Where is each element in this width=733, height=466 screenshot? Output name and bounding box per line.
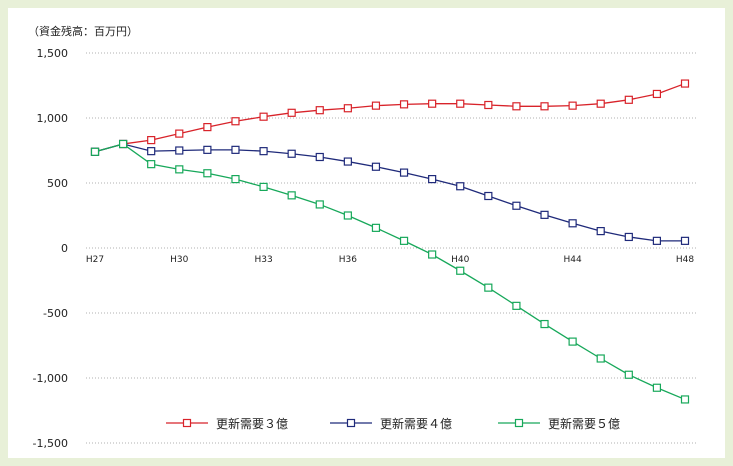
data-point <box>512 102 521 111</box>
data-point <box>315 152 324 162</box>
data-point <box>343 211 352 220</box>
y-tick-label: 500 <box>47 177 68 190</box>
series-line <box>94 143 685 242</box>
data-point <box>596 99 605 108</box>
legend-item: 更新需要４億 <box>330 416 452 431</box>
legend-label: 更新需要３億 <box>216 416 288 431</box>
data-point <box>428 99 437 108</box>
data-point <box>315 200 324 209</box>
data-point <box>259 182 268 191</box>
data-point <box>231 175 240 184</box>
legend-swatch-marker <box>514 418 524 428</box>
unit-label: （資金残高：百万円） <box>28 24 138 38</box>
x-tick-label: H33 <box>254 255 272 265</box>
data-point <box>652 89 662 99</box>
data-point <box>287 191 296 200</box>
data-point <box>343 104 352 113</box>
legend-item: 更新需要３億 <box>166 416 288 431</box>
data-point <box>596 227 605 236</box>
x-tick-label: H36 <box>339 255 357 265</box>
data-point <box>680 79 690 88</box>
data-point <box>428 175 437 184</box>
legend-label: 更新需要４億 <box>380 416 452 431</box>
data-point <box>624 95 633 104</box>
data-point <box>568 101 577 110</box>
data-point <box>680 236 690 245</box>
series-line <box>94 143 686 401</box>
data-point <box>90 147 100 156</box>
data-point <box>568 337 577 346</box>
line-chart: （資金残高：百万円） 1,500 1,000 500 0 -500 -1,000 -1,50… <box>28 24 698 450</box>
data-point <box>484 283 493 292</box>
y-tick-label: 1,000 <box>37 112 69 125</box>
data-point <box>680 395 690 404</box>
data-point <box>175 165 184 174</box>
data-point <box>540 102 549 111</box>
x-tick-label: H48 <box>676 255 694 265</box>
data-point <box>203 122 212 132</box>
data-point <box>287 108 296 117</box>
y-tick-label: -1,500 <box>33 437 68 450</box>
series-3 <box>90 139 690 404</box>
x-tick-label: H40 <box>451 255 469 265</box>
data-point <box>371 223 381 232</box>
data-point <box>231 145 240 154</box>
data-point <box>652 236 662 245</box>
y-tick-label: 0 <box>61 242 68 255</box>
data-point <box>540 210 549 219</box>
data-point <box>371 162 381 171</box>
data-point <box>175 129 184 138</box>
data-point <box>596 354 605 363</box>
data-point <box>175 146 184 155</box>
data-point <box>456 266 465 275</box>
data-point <box>399 100 409 109</box>
data-point <box>484 191 493 201</box>
data-point <box>399 168 409 177</box>
legend-swatch-marker <box>182 418 192 428</box>
data-point <box>231 117 240 126</box>
data-point <box>147 147 156 156</box>
data-point <box>259 147 268 156</box>
data-point <box>624 370 633 379</box>
data-point <box>399 236 409 245</box>
data-point <box>203 169 212 178</box>
data-point <box>315 106 324 115</box>
data-point <box>624 232 633 242</box>
legend-label: 更新需要５億 <box>548 416 620 431</box>
data-point <box>287 149 296 158</box>
x-tick-label: H30 <box>170 255 188 265</box>
series-line <box>94 82 686 153</box>
y-tick-label: -500 <box>43 307 68 320</box>
y-tick-label: 1,500 <box>37 47 69 60</box>
data-point <box>540 319 549 329</box>
chart-frame: （資金残高：百万円） 1,500 1,000 500 0 -500 -1,000 -1,50… <box>8 8 725 458</box>
data-point <box>147 136 156 145</box>
data-point <box>512 201 521 210</box>
data-point <box>428 250 437 259</box>
data-point <box>343 157 352 166</box>
data-point <box>456 99 465 108</box>
data-point <box>259 112 268 121</box>
x-tick-label: H44 <box>564 255 582 265</box>
data-point <box>147 160 156 169</box>
series-2 <box>90 139 690 245</box>
data-point <box>568 219 577 228</box>
data-point <box>118 139 128 149</box>
y-tick-label: -1,000 <box>33 372 68 385</box>
legend-swatch-marker <box>346 418 356 428</box>
data-point <box>484 100 493 110</box>
data-point <box>456 182 465 191</box>
data-point <box>203 145 212 154</box>
legend-item: 更新需要５億 <box>498 416 620 431</box>
data-point <box>512 301 521 310</box>
data-point <box>652 383 662 392</box>
x-tick-label: H27 <box>86 255 104 265</box>
data-point <box>371 101 381 110</box>
